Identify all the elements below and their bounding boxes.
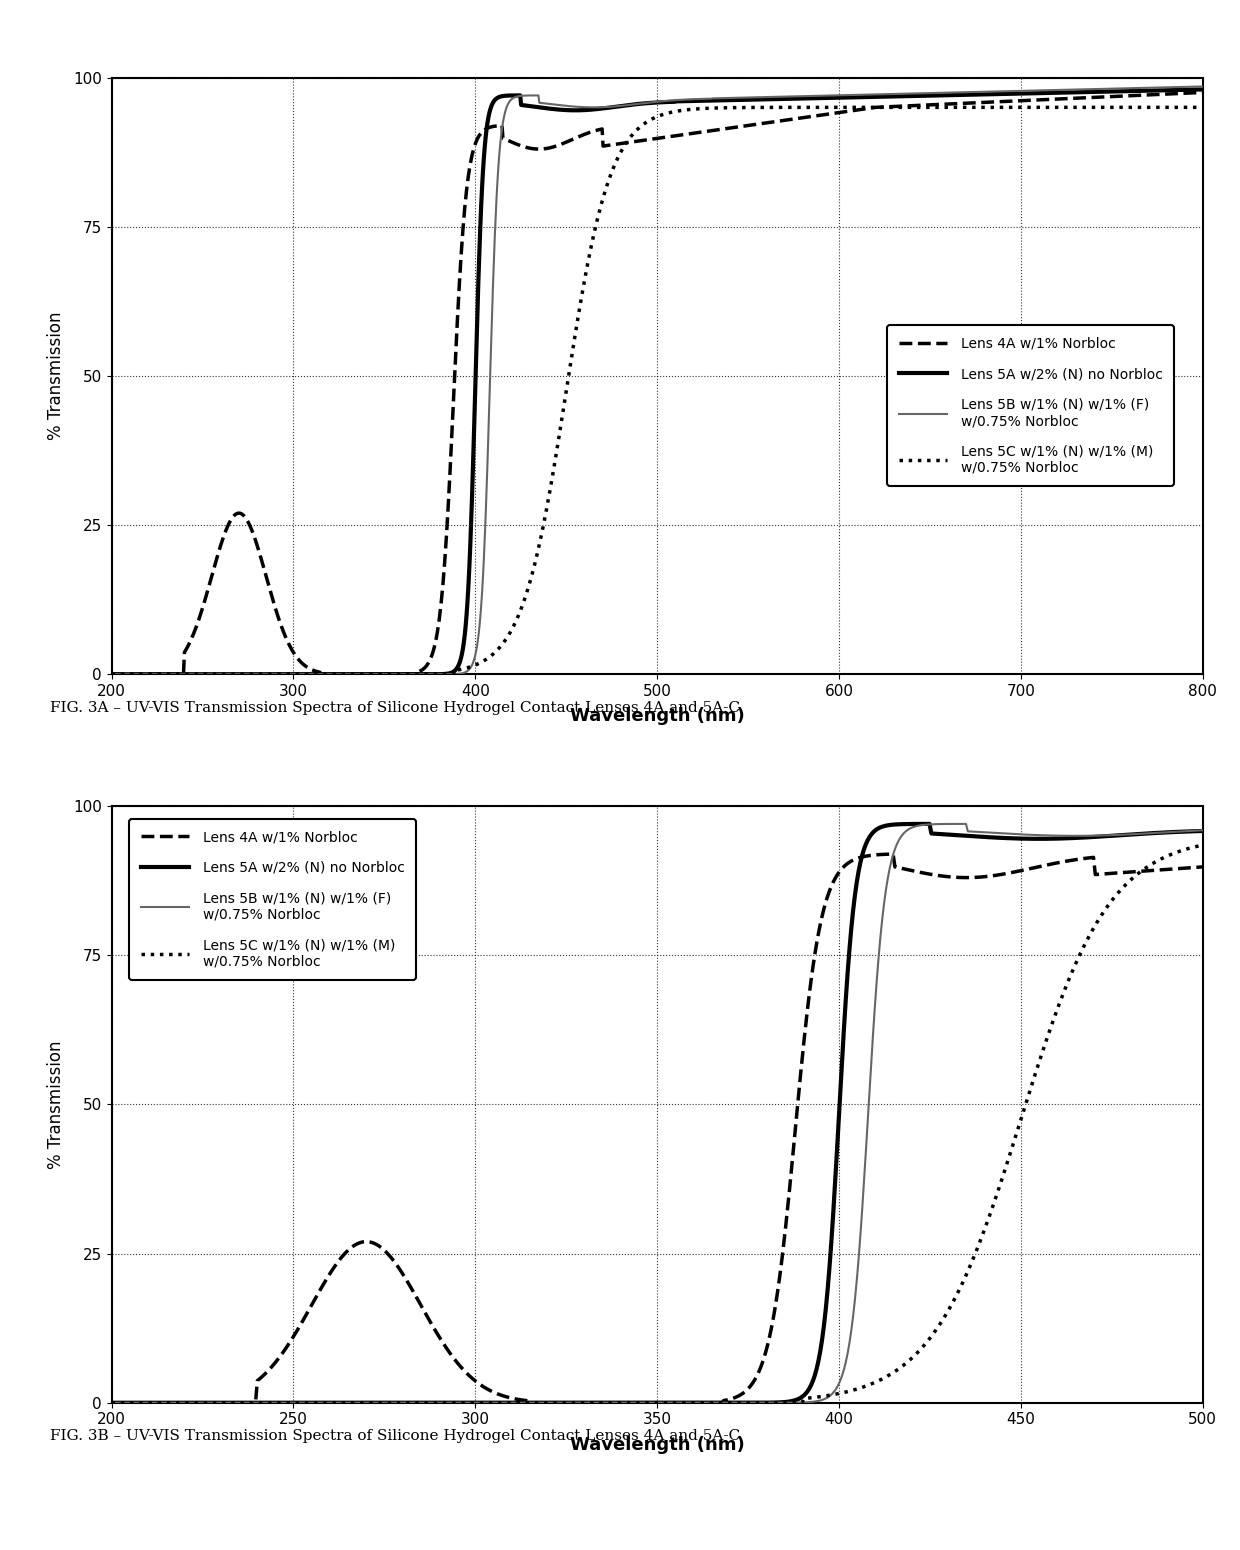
Legend: Lens 4A w/1% Norbloc, Lens 5A w/2% (N) no Norbloc, Lens 5B w/1% (N) w/1% (F)
w/0: Lens 4A w/1% Norbloc, Lens 5A w/2% (N) n… bbox=[888, 326, 1174, 487]
Y-axis label: % Transmission: % Transmission bbox=[47, 312, 64, 440]
X-axis label: Wavelength (nm): Wavelength (nm) bbox=[570, 1435, 744, 1454]
Y-axis label: % Transmission: % Transmission bbox=[47, 1040, 64, 1169]
Text: FIG. 3A – UV-VIS Transmission Spectra of Silicone Hydrogel Contact Lenses 4A and: FIG. 3A – UV-VIS Transmission Spectra of… bbox=[50, 701, 739, 715]
Legend: Lens 4A w/1% Norbloc, Lens 5A w/2% (N) no Norbloc, Lens 5B w/1% (N) w/1% (F)
w/0: Lens 4A w/1% Norbloc, Lens 5A w/2% (N) n… bbox=[129, 818, 417, 980]
X-axis label: Wavelength (nm): Wavelength (nm) bbox=[570, 707, 744, 725]
Text: FIG. 3B – UV-VIS Transmission Spectra of Silicone Hydrogel Contact Lenses 4A and: FIG. 3B – UV-VIS Transmission Spectra of… bbox=[50, 1429, 740, 1443]
